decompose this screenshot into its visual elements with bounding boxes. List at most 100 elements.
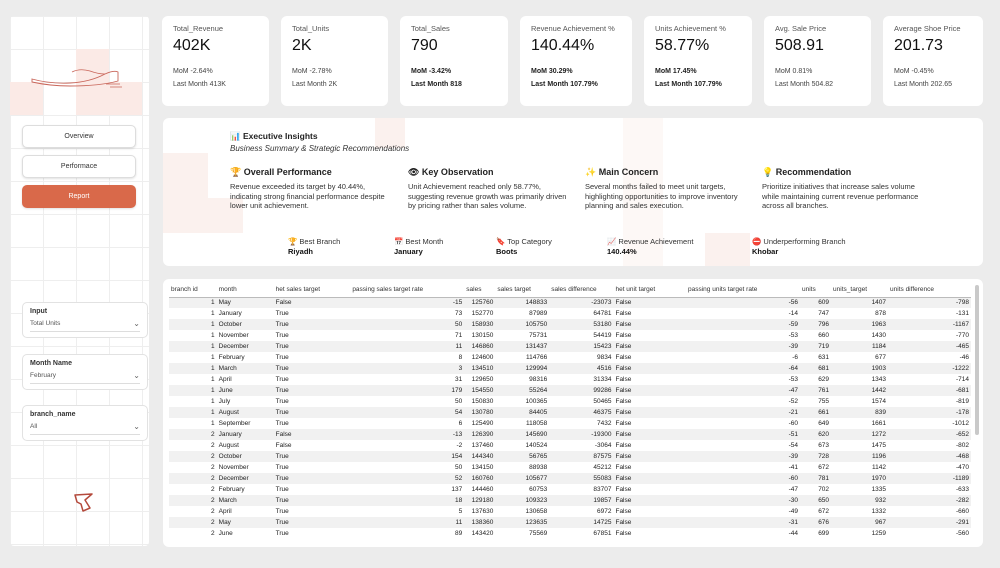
chevron-down-icon: ⌄ [133, 422, 140, 431]
nav-performance-button[interactable]: Performace [22, 155, 136, 178]
input-dropdown[interactable]: Total Units ⌄ [30, 319, 140, 332]
table-cell: -282 [888, 495, 971, 506]
column-header[interactable]: branch id [169, 283, 217, 298]
table-cell: -633 [955, 486, 969, 493]
table-cell: 160760 [464, 473, 496, 484]
table-cell: 105750 [495, 319, 550, 330]
table-cell: -131 [955, 310, 969, 317]
table-cell: February [218, 486, 245, 493]
kpi-last-month: Last Month 2K [292, 81, 338, 88]
column-header[interactable]: month [216, 283, 274, 298]
table-cell: 1963 [831, 319, 889, 330]
table-cell: -60 [686, 473, 800, 484]
table-cell: 839 [831, 407, 889, 418]
table-cell: August [218, 442, 239, 449]
table-cell: 781 [799, 473, 832, 484]
table-row: 1 November True 71 130150 75731 54419 False -53 6… [169, 330, 971, 341]
table-cell: -178 [888, 407, 971, 418]
table-scrollbar[interactable] [975, 285, 979, 435]
table-cell: 1 [169, 363, 217, 374]
stat-label: 📈 Revenue Achievement [607, 237, 694, 246]
table-cell: 89 [455, 530, 463, 537]
stat-best-branch: 🏆 Best Branch Riyadh [288, 237, 340, 256]
table-cell: 1335 [871, 486, 887, 493]
table-cell: 56765 [495, 451, 550, 462]
table-cell: False [613, 341, 686, 352]
column-header[interactable]: het sales target [273, 283, 351, 298]
table-cell: False [613, 517, 686, 528]
column-header[interactable]: passing sales target rate [350, 283, 465, 298]
table-cell: 967 [831, 517, 889, 528]
kpi-title: Units Achievement % [655, 24, 726, 33]
column-header[interactable]: het unit target [613, 283, 686, 298]
report-table: branch id month het sales target passing sa… [169, 283, 971, 539]
table-cell: 15423 [549, 341, 614, 352]
table-cell: False [613, 363, 686, 374]
table-cell: 152770 [471, 310, 494, 317]
table-cell: True [275, 464, 289, 471]
table-cell: -30 [686, 495, 800, 506]
stat-value: Riyadh [288, 247, 314, 256]
table-cell: 55264 [495, 385, 550, 396]
table-cell: -31 [686, 517, 800, 528]
chevron-down-icon: ⌄ [133, 371, 140, 380]
column-header[interactable]: passing units target rate [686, 283, 800, 298]
branch-dropdown[interactable]: All ⌄ [30, 422, 140, 435]
insight-recommendation: 💡 Recommendation Prioritize initiatives … [762, 167, 930, 211]
table-cell: 719 [799, 341, 832, 352]
table-cell: -15 [350, 297, 465, 308]
table-cell: 146860 [464, 341, 496, 352]
nav-overview-button[interactable]: Overview [22, 125, 136, 148]
table-cell: 50465 [593, 398, 612, 405]
insight-main-concern: ✨ Main Concern Several months failed to … [585, 167, 753, 211]
table-cell: 1 [169, 385, 217, 396]
table-row: 1 September True 6 125490 118058 7432 False -60 6… [169, 418, 971, 429]
table-cell: 796 [799, 319, 832, 330]
stat-label: 🔖 Top Category [496, 237, 552, 246]
kpi-title: Average Shoe Price [894, 24, 961, 33]
executive-insights-panel: 📊 Executive Insights Business Summary & … [163, 118, 983, 266]
table-cell: 681 [799, 363, 832, 374]
insights-title: 📊 Executive Insights [230, 131, 318, 141]
column-header[interactable]: sales [464, 283, 496, 298]
table-cell: -819 [955, 398, 969, 405]
table-cell: 1 [169, 341, 217, 352]
column-header[interactable]: sales difference [549, 283, 614, 298]
table-cell: 131437 [495, 341, 550, 352]
table-cell: 55083 [549, 473, 614, 484]
table-cell: 3 [350, 363, 465, 374]
table-row: 1 December True 11 146860 131437 15423 False -39… [169, 341, 971, 352]
table-cell: August [216, 407, 274, 418]
table-cell: 100365 [525, 398, 548, 405]
month-filter: Month Name February ⌄ [22, 354, 148, 390]
table-cell: True [273, 451, 351, 462]
table-row: 1 August True 54 130780 84405 46375 False -21 661… [169, 407, 971, 418]
insight-text: Revenue exceeded its target by 40.44%, i… [230, 182, 385, 210]
table-cell: -714 [955, 376, 969, 383]
table-cell: 75569 [529, 530, 548, 537]
insight-key-observation: 👁 Key Observation Unit Achievement reach… [408, 167, 576, 211]
nav-report-button[interactable]: Report [22, 185, 136, 208]
table-cell: 50 [455, 464, 463, 471]
table-cell: True [273, 495, 351, 506]
table-cell: False [613, 495, 686, 506]
column-header[interactable]: units difference [888, 283, 971, 298]
table-cell: -19300 [549, 429, 614, 440]
brand-logo-icon [74, 493, 93, 512]
table-cell: 1142 [872, 464, 887, 471]
stat-value: 140.44% [607, 247, 637, 256]
column-header[interactable]: units_target [831, 283, 889, 298]
table-body: 1 May False -15 125760 148833 -23073 False -56 60… [169, 297, 971, 539]
column-header[interactable]: units [799, 283, 832, 298]
input-filter: Input Total Units ⌄ [22, 302, 148, 338]
table-cell: 140524 [525, 442, 548, 449]
month-dropdown[interactable]: February ⌄ [30, 371, 140, 384]
table-cell: True [275, 508, 289, 515]
table-cell: False [613, 429, 686, 440]
table-cell: 2 [211, 530, 215, 537]
table-cell: 7432 [597, 420, 612, 427]
table-cell: 123635 [495, 517, 550, 528]
decor-block [375, 118, 405, 148]
column-header[interactable]: sales target [495, 283, 550, 298]
stat-value: Khobar [752, 247, 779, 256]
